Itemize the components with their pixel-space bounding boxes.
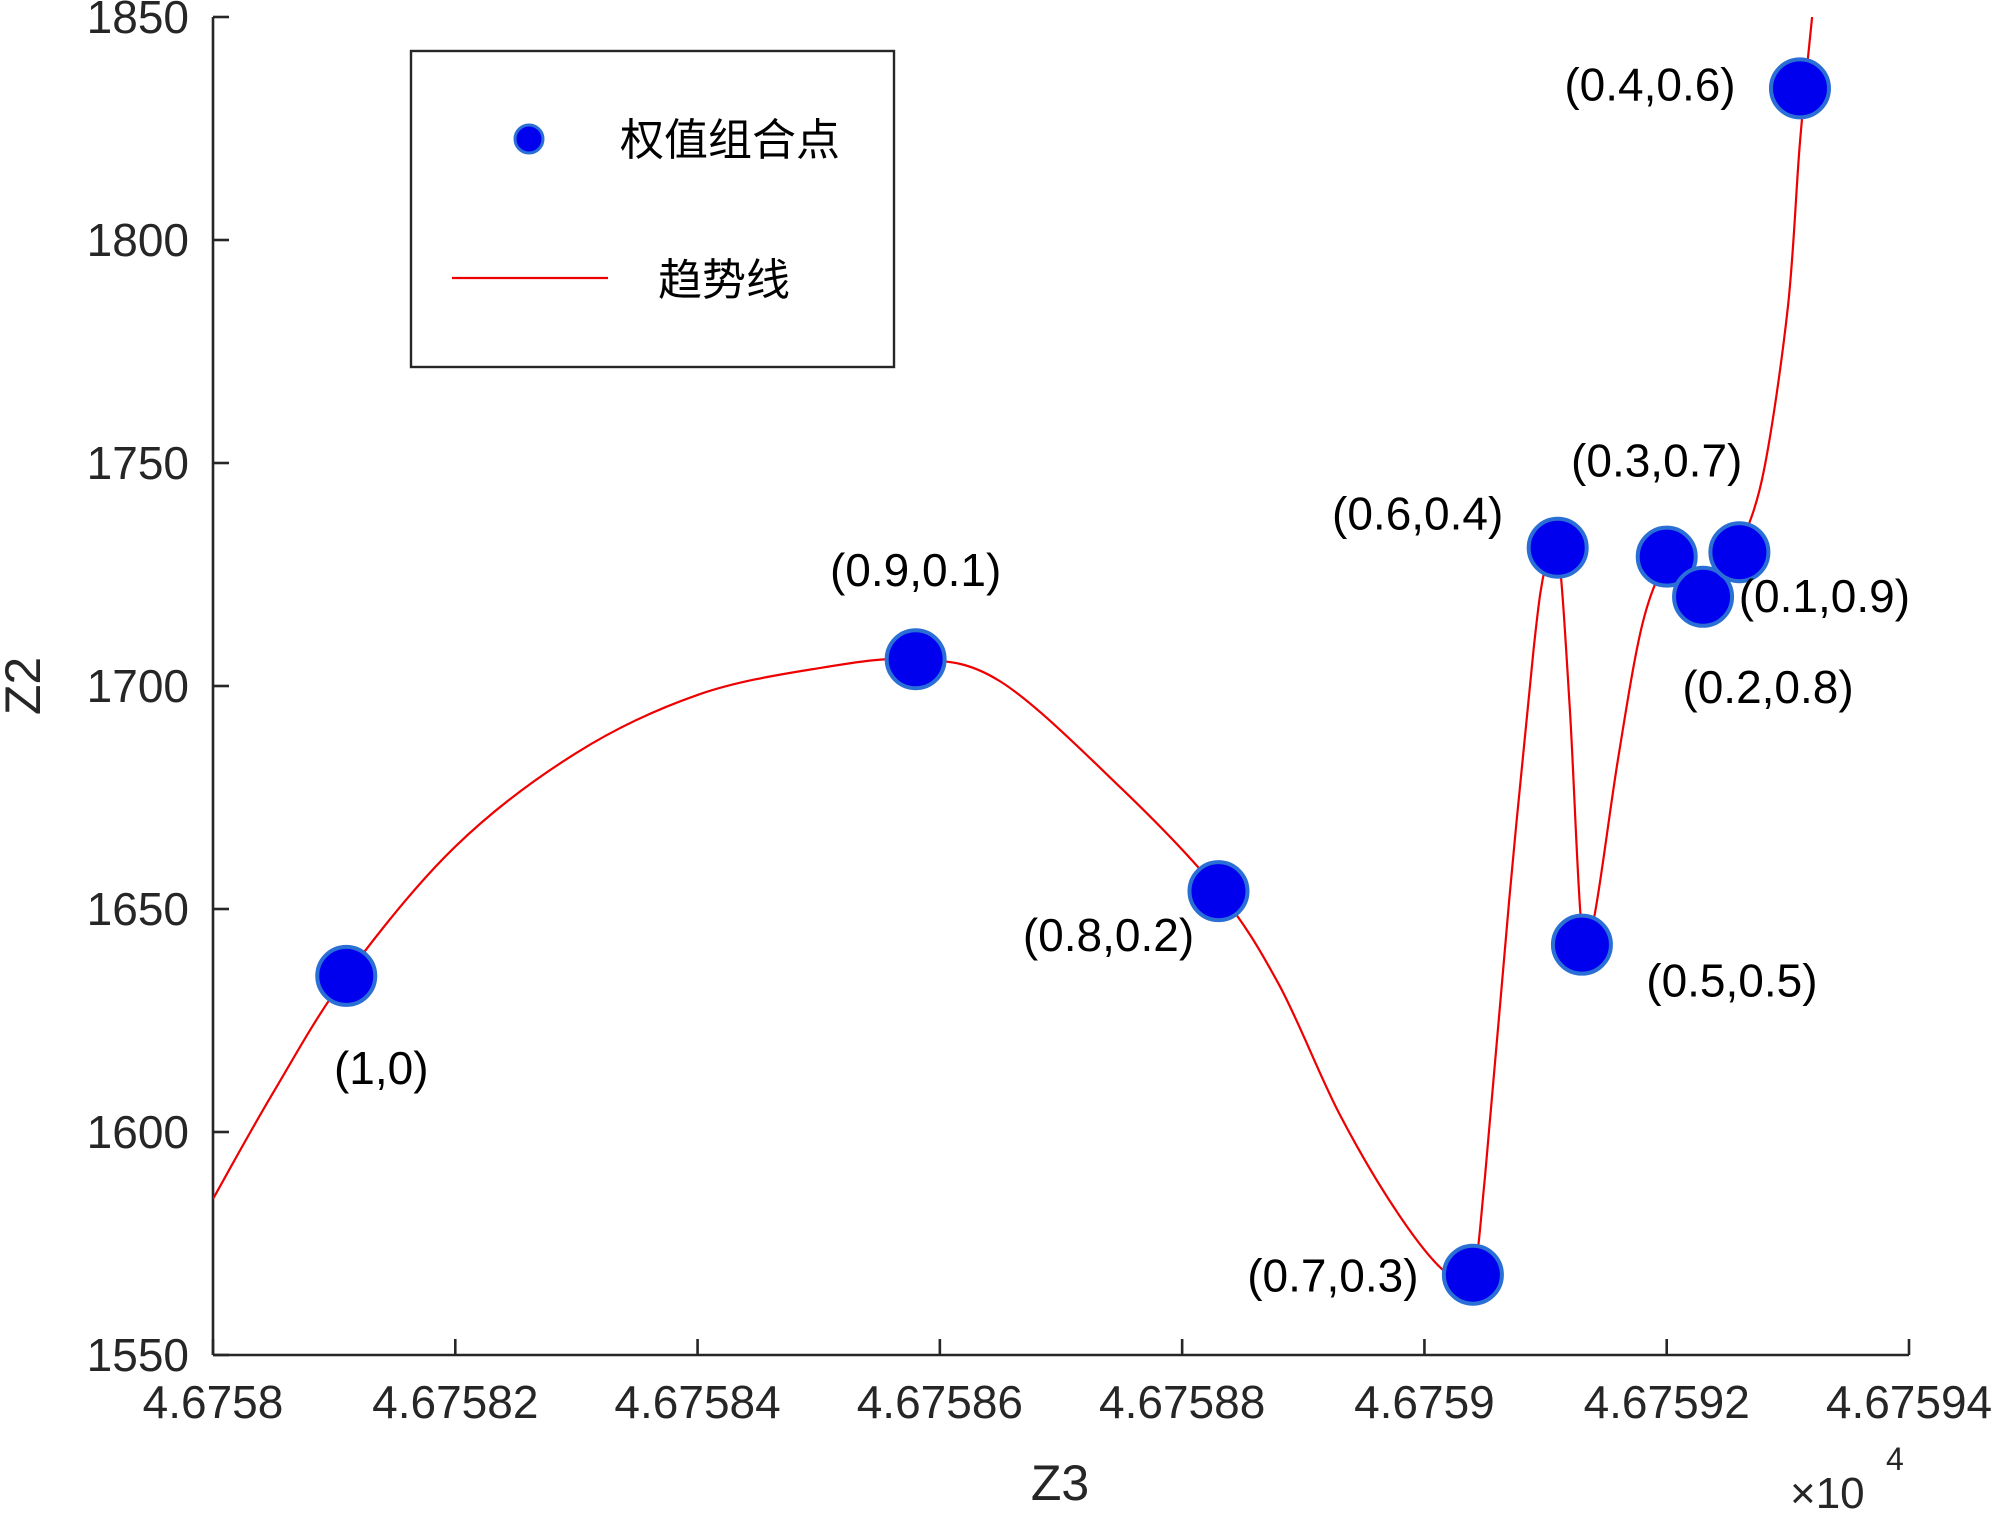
data-point bbox=[1635, 525, 1698, 588]
x-axis-title: Z3 bbox=[1031, 1455, 1089, 1511]
data-point bbox=[1526, 516, 1589, 579]
data-point-label: (0.8,0.2) bbox=[1023, 909, 1194, 961]
data-point bbox=[884, 628, 947, 691]
data-point-label: (0.9,0.1) bbox=[830, 544, 1001, 596]
data-point bbox=[1550, 913, 1613, 976]
data-point bbox=[1672, 565, 1735, 628]
x-axis-exponent-power: 4 bbox=[1886, 1441, 1904, 1477]
data-point-label: (0.4,0.6) bbox=[1564, 58, 1735, 110]
data-point bbox=[1187, 860, 1250, 923]
data-point-label: (0.1,0.9) bbox=[1739, 570, 1910, 622]
data-point-label: (0.7,0.3) bbox=[1247, 1250, 1418, 1302]
x-axis-exponent-base: ×10 bbox=[1790, 1469, 1865, 1514]
data-point bbox=[1441, 1243, 1504, 1306]
data-point-label: (1,0) bbox=[334, 1042, 429, 1094]
data-point-label: (0.5,0.5) bbox=[1646, 955, 1817, 1007]
legend: 权值组合点 趋势线 bbox=[409, 49, 896, 369]
x-tick-label: 4.6758 bbox=[143, 1376, 284, 1428]
data-point-label: (0.3,0.7) bbox=[1571, 435, 1742, 487]
y-tick-label: 1800 bbox=[87, 214, 189, 266]
legend-box bbox=[409, 49, 896, 369]
y-axis-title: Z2 bbox=[0, 657, 51, 715]
x-tick-label: 4.67586 bbox=[857, 1376, 1023, 1428]
y-tick-label: 1550 bbox=[87, 1329, 189, 1381]
points-layer bbox=[315, 57, 1831, 1306]
x-tick-label: 4.67582 bbox=[372, 1376, 538, 1428]
x-tick-label: 4.67584 bbox=[614, 1376, 780, 1428]
x-tick-label: 4.67588 bbox=[1099, 1376, 1265, 1428]
y-tick-label: 1850 bbox=[87, 0, 189, 43]
data-point bbox=[1768, 57, 1831, 120]
legend-label-points: 权值组合点 bbox=[620, 115, 840, 166]
x-axis-exponent: ×10 4 bbox=[1790, 1441, 1904, 1514]
data-point bbox=[1708, 521, 1771, 584]
x-tick-label: 4.67594 bbox=[1826, 1376, 1992, 1428]
x-tick-label: 4.67592 bbox=[1584, 1376, 1750, 1428]
data-point-label: (0.6,0.4) bbox=[1332, 488, 1503, 540]
data-point-label: (0.2,0.8) bbox=[1682, 661, 1853, 713]
y-tick-label: 1750 bbox=[87, 437, 189, 489]
axes: 4.6758 4.67582 4.67584 4.67586 4.67588 4.6759… bbox=[87, 0, 1992, 1428]
y-tick-label: 1600 bbox=[87, 1106, 189, 1158]
y-tick-label: 1650 bbox=[87, 883, 189, 935]
legend-marker-circle bbox=[513, 123, 545, 155]
point-labels-layer: (1,0) (0.9,0.1) (0.8,0.2) (0.7,0.3) (0.6,0.4… bbox=[334, 58, 1910, 1301]
y-tick-label: 1700 bbox=[87, 660, 189, 712]
legend-label-trend: 趋势线 bbox=[658, 255, 790, 306]
data-point bbox=[315, 944, 378, 1007]
x-tick-label: 4.6759 bbox=[1354, 1376, 1495, 1428]
